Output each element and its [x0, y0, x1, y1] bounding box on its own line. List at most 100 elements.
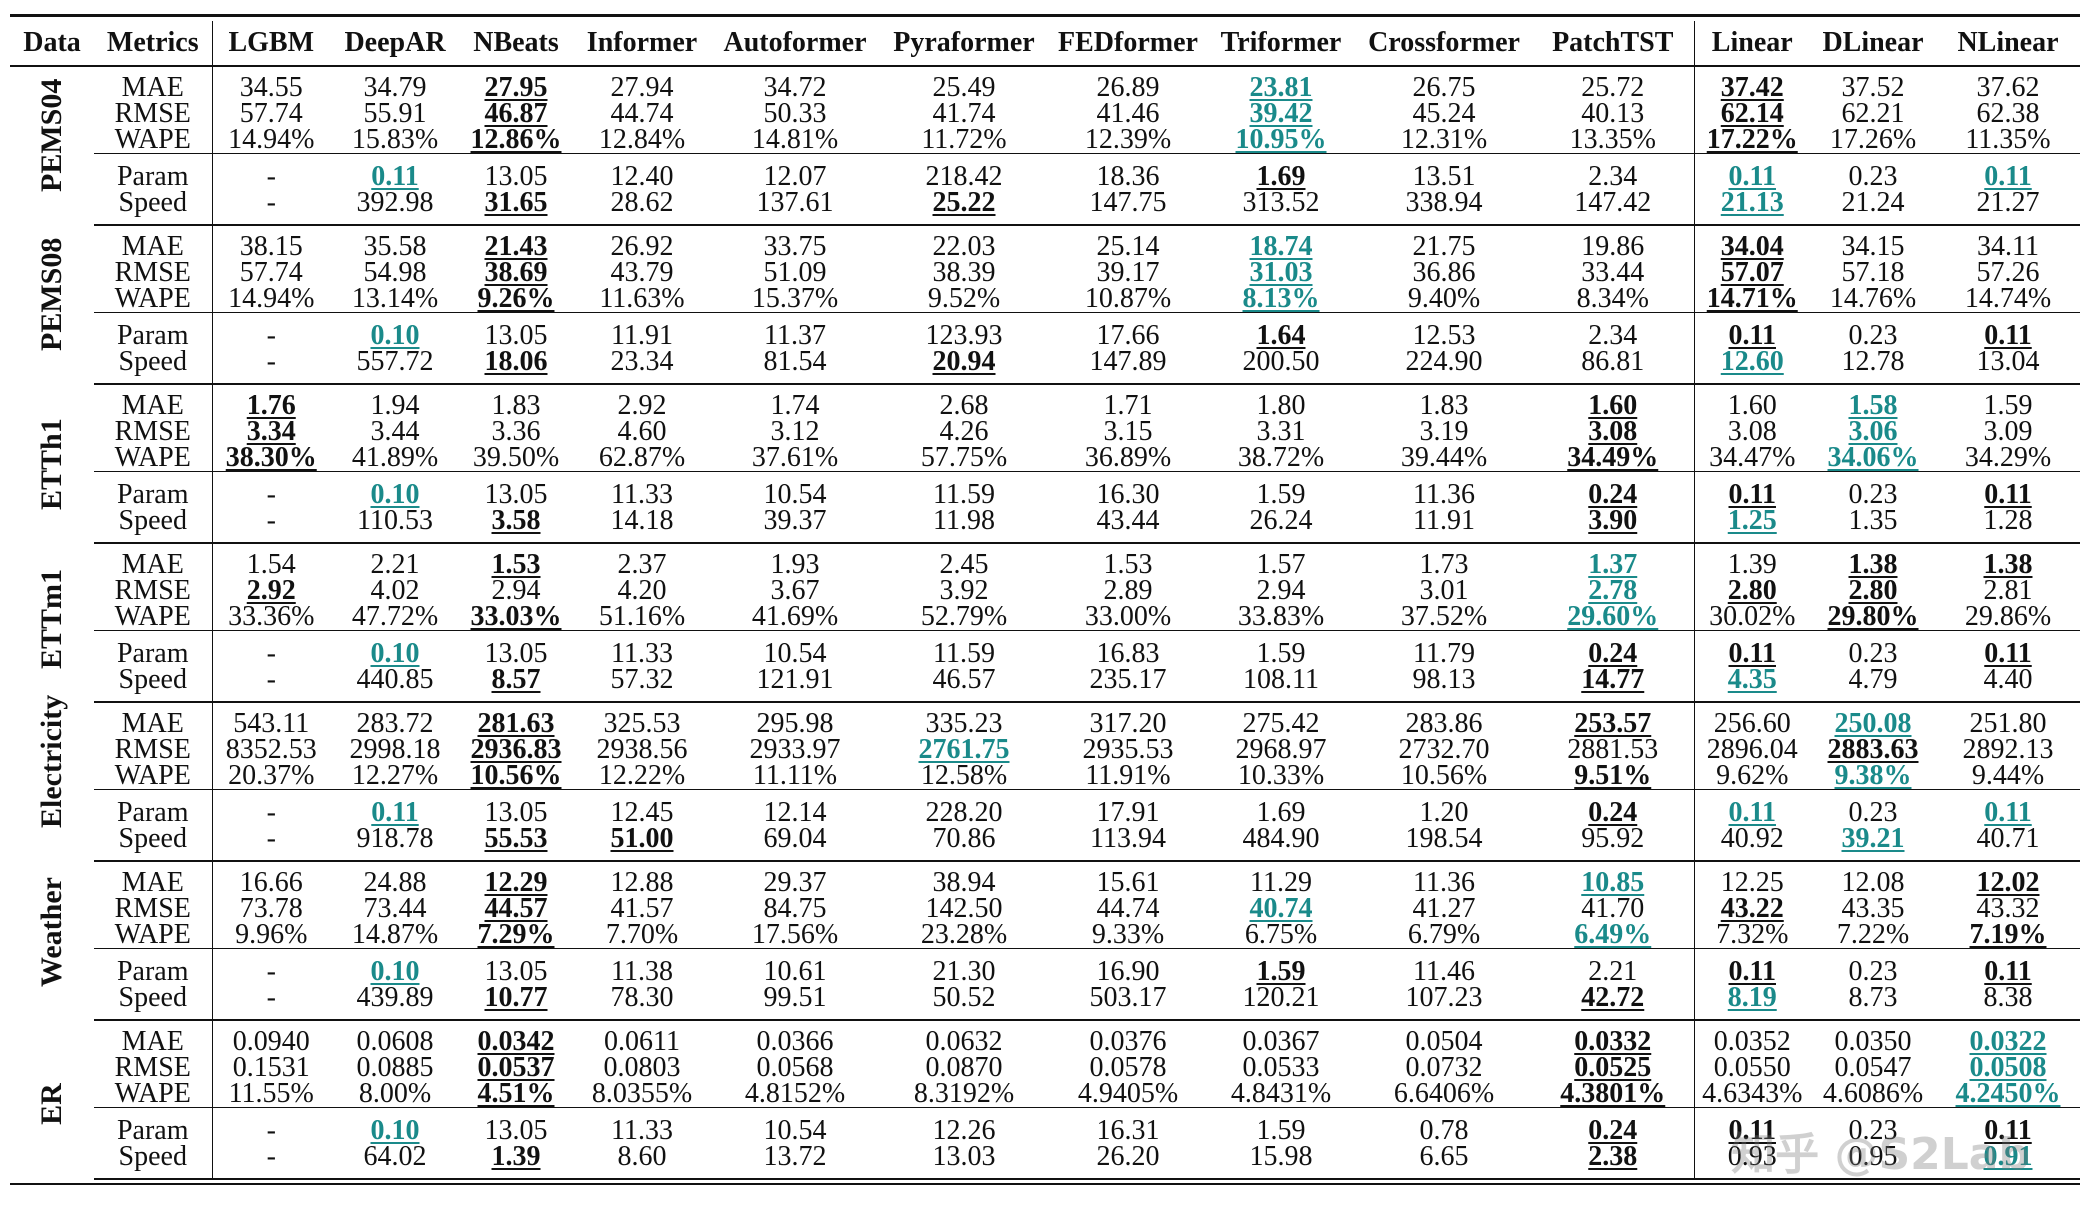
- cell-value: 11.33: [611, 638, 673, 669]
- cell-value: -: [266, 1141, 276, 1172]
- cell-value: 2892.13: [1962, 734, 2054, 765]
- table-cell: 43.22: [1694, 895, 1810, 923]
- table-cell: 55.53: [460, 825, 572, 862]
- cell-value: 1.38: [1848, 549, 1898, 580]
- cell-value: 4.51%: [477, 1078, 555, 1109]
- table-cell: 0.10: [330, 631, 460, 668]
- table-cell: 8.19: [1694, 984, 1810, 1021]
- table-cell: 4.6086%: [1810, 1080, 1936, 1108]
- metric-label: Speed: [94, 348, 213, 385]
- table-cell: 10.61: [712, 949, 878, 986]
- table-cell: 34.06%: [1810, 444, 1936, 472]
- cell-value: 36.86: [1412, 257, 1476, 288]
- cell-value: 4.3801%: [1560, 1078, 1666, 1109]
- cell-value: 81.54: [763, 346, 827, 377]
- table-cell: 38.69: [460, 259, 572, 287]
- cell-value: 10.54: [763, 638, 827, 669]
- cell-value: 69.04: [763, 823, 827, 854]
- table-cell: 12.39%: [1050, 126, 1206, 154]
- cell-value: 26.20: [1096, 1141, 1160, 1172]
- cell-value: 1.83: [491, 390, 541, 421]
- cell-value: 14.18: [610, 505, 674, 536]
- cell-value: 0.11: [1728, 956, 1776, 987]
- cell-value: 439.89: [356, 982, 434, 1013]
- cell-value: 0.24: [1588, 797, 1638, 828]
- bottom-rule: [10, 1183, 2080, 1185]
- cell-value: 39.50%: [472, 442, 560, 473]
- cell-value: 0.11: [1728, 1115, 1776, 1146]
- table-cell: 38.30%: [212, 444, 330, 472]
- table-cell: 1.76: [212, 384, 330, 420]
- cell-value: 2.34: [1588, 161, 1638, 192]
- table-cell: -: [212, 790, 330, 827]
- cell-value: 20.94: [932, 346, 996, 377]
- cell-value: 9.96%: [235, 919, 308, 950]
- table-row: WAPE 38.30% 41.89% 39.50% 62.87% 37.61% 57.75%…: [10, 442, 2080, 473]
- table-cell: 54.98: [330, 259, 460, 287]
- table-cell: 0.0732: [1356, 1054, 1532, 1082]
- table-cell: 10.54: [712, 1108, 878, 1145]
- table-cell: 34.79: [330, 66, 460, 102]
- table-cell: 23.81: [1206, 66, 1356, 102]
- cell-value: 41.46: [1096, 98, 1160, 129]
- table-cell: 7.19%: [1936, 921, 2080, 949]
- table-cell: 0.23: [1810, 313, 1936, 350]
- table-cell: 21.24: [1810, 189, 1936, 226]
- cell-value: 41.74: [932, 98, 996, 129]
- table-cell: 918.78: [330, 825, 460, 862]
- cell-value: 120.21: [1242, 982, 1320, 1013]
- cell-value: 1.64: [1256, 320, 1306, 351]
- cell-value: 0.0550: [1713, 1052, 1791, 1083]
- cell-value: 17.66: [1096, 320, 1160, 351]
- cell-value: 37.42: [1720, 72, 1784, 103]
- table-cell: 12.78: [1810, 348, 1936, 385]
- table-cell: 50.52: [878, 984, 1050, 1021]
- cell-value: 44.74: [1096, 893, 1160, 924]
- dataset-name: ETTh1: [35, 417, 68, 510]
- cell-value: 224.90: [1405, 346, 1483, 377]
- cell-value: 38.94: [932, 867, 996, 898]
- table-cell: 3.67: [712, 577, 878, 605]
- cell-value: 7.70%: [605, 919, 679, 950]
- table-cell: 14.94%: [212, 126, 330, 154]
- cell-value: 283.72: [356, 708, 434, 739]
- table-cell: 3.15: [1050, 418, 1206, 446]
- cell-value: 44.57: [484, 893, 548, 924]
- table-cell: 1.60: [1532, 384, 1695, 420]
- table-cell: 2.94: [460, 575, 572, 606]
- table-cell: 228.20: [878, 790, 1050, 827]
- table-cell: -: [212, 825, 330, 862]
- metric-label: Speed: [94, 507, 213, 544]
- cell-value: 14.71%: [1706, 283, 1798, 314]
- cell-value: 3.90: [1588, 505, 1638, 536]
- cell-value: 2938.56: [596, 734, 688, 765]
- cell-value: 0.78: [1419, 1115, 1469, 1146]
- cell-value: 1.58: [1848, 390, 1898, 421]
- metric-label: WAPE: [94, 1080, 213, 1108]
- table-cell: 1.59: [1206, 631, 1356, 668]
- table-cell: 224.90: [1356, 346, 1532, 385]
- table-cell: 2896.04: [1694, 736, 1810, 764]
- table-cell: 13.51: [1356, 154, 1532, 191]
- table-cell: 2.92: [212, 577, 330, 605]
- cell-value: 11.36: [1413, 479, 1475, 510]
- table-cell: 13.03: [878, 1143, 1050, 1180]
- table-cell: 0.93: [1694, 1143, 1810, 1180]
- cell-value: 0.24: [1588, 638, 1638, 669]
- results-table: Data Metrics LGBM DeepAR NBeats Informer Autof…: [10, 21, 2080, 1180]
- table-row: RMSE 73.78 73.44 44.57 41.57 84.75 142.50 44.74…: [10, 893, 2080, 924]
- table-cell: 57.75%: [878, 444, 1050, 472]
- cell-value: 2.94: [491, 575, 541, 606]
- table-cell: 0.0547: [1810, 1054, 1936, 1082]
- cell-value: 13.51: [1412, 161, 1476, 192]
- table-cell: 34.49%: [1532, 444, 1695, 472]
- cell-value: 7.29%: [477, 919, 555, 950]
- table-cell: 11.33: [572, 631, 712, 668]
- table-cell: 33.83%: [1206, 603, 1356, 631]
- table-cell: 10.56%: [1356, 762, 1532, 790]
- table-cell: 439.89: [330, 982, 460, 1021]
- cell-value: 41.70: [1581, 893, 1645, 924]
- table-cell: 11.37: [712, 313, 878, 350]
- table-cell: 0.11: [1694, 154, 1810, 191]
- cell-value: 2968.97: [1235, 734, 1327, 765]
